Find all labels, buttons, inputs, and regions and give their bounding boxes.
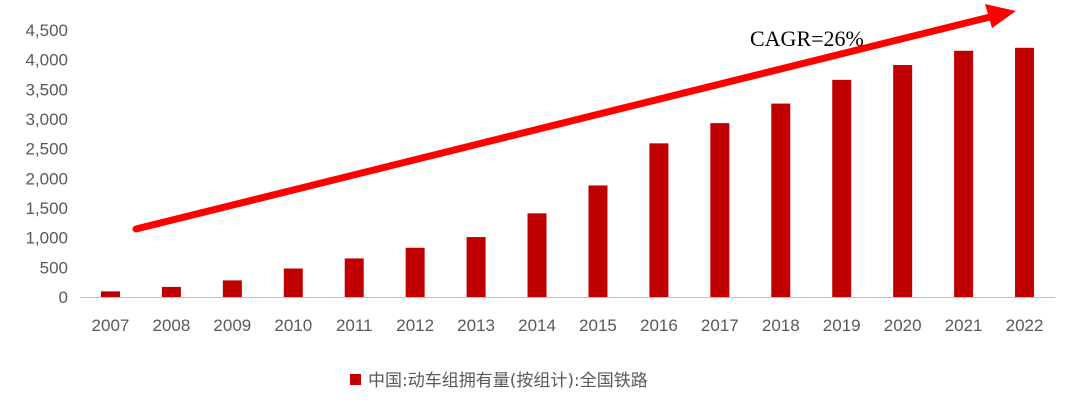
y-tick-label: 4,000 xyxy=(25,51,68,70)
x-tick-label: 2010 xyxy=(274,316,312,335)
bar-2008 xyxy=(161,286,181,297)
bar-2013 xyxy=(466,237,486,297)
x-tick-label: 2015 xyxy=(579,316,617,335)
x-tick-label: 2016 xyxy=(640,316,678,335)
bar-2011 xyxy=(344,258,364,297)
legend-swatch xyxy=(350,374,361,385)
x-tick-label: 2007 xyxy=(92,316,130,335)
y-tick-label: 1,000 xyxy=(25,229,68,248)
x-tick-label: 2022 xyxy=(1006,316,1044,335)
y-tick-label: 2,000 xyxy=(25,169,68,188)
legend-label: 中国:动车组拥有量(按组计):全国铁路 xyxy=(368,371,648,391)
bar-2016 xyxy=(649,143,669,297)
legend: 中国:动车组拥有量(按组计):全国铁路 xyxy=(350,371,648,391)
bar-2009 xyxy=(222,280,242,297)
bar-2007 xyxy=(100,291,120,297)
x-tick-label: 2008 xyxy=(152,316,190,335)
bar-2017 xyxy=(710,123,730,297)
x-tick-label: 2014 xyxy=(518,316,556,335)
bar-2019 xyxy=(832,79,852,297)
growth-arrow xyxy=(132,4,1016,233)
y-tick-label: 4,500 xyxy=(25,21,68,40)
y-tick-label: 500 xyxy=(40,258,68,277)
bar-2014 xyxy=(527,213,547,297)
bar-2010 xyxy=(283,268,303,297)
x-tick-label: 2018 xyxy=(762,316,800,335)
cagr-annotation: CAGR=26% xyxy=(750,26,864,51)
growth-arrow-head xyxy=(985,4,1016,28)
bar-2012 xyxy=(405,247,425,297)
x-tick-label: 2019 xyxy=(823,316,861,335)
bar-2015 xyxy=(588,185,608,297)
y-axis-ticks: 0 500 1,000 1,500 2,000 2,500 3,000 3,500 4,000 4… xyxy=(25,21,68,307)
x-tick-label: 2021 xyxy=(945,316,983,335)
x-tick-label: 2009 xyxy=(213,316,251,335)
bars xyxy=(100,47,1035,298)
x-axis-ticks: 2007 2008 2009 2010 2011 2012 2013 2014 2015 2016… xyxy=(92,316,1044,335)
y-tick-label: 0 xyxy=(59,288,68,307)
x-tick-label: 2011 xyxy=(336,316,373,335)
x-tick-label: 2012 xyxy=(396,316,434,335)
y-tick-label: 2,500 xyxy=(25,140,68,159)
x-tick-label: 2020 xyxy=(884,316,922,335)
y-tick-label: 3,500 xyxy=(25,80,68,99)
bar-2018 xyxy=(771,103,791,297)
bar-2020 xyxy=(893,65,913,297)
growth-arrow-line xyxy=(132,13,994,233)
x-tick-label: 2017 xyxy=(701,316,739,335)
bar-2021 xyxy=(954,50,974,298)
bar-2022 xyxy=(1015,47,1035,297)
x-tick-label: 2013 xyxy=(457,316,495,335)
y-tick-label: 3,000 xyxy=(25,110,68,129)
y-tick-label: 1,500 xyxy=(25,199,68,218)
